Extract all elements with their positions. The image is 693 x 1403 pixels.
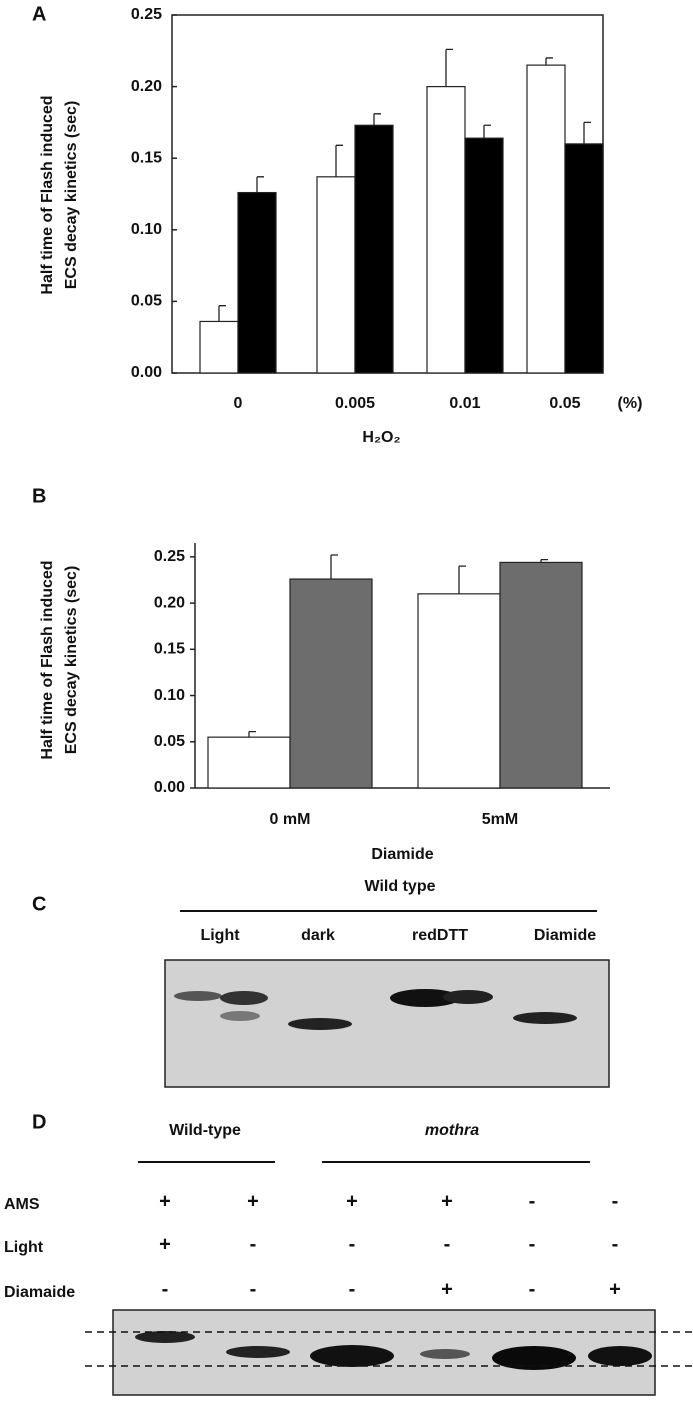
row-label: AMS [4, 1196, 40, 1213]
y-tick-label: 0.05 [154, 733, 185, 750]
bar [417, 593, 501, 789]
bar [354, 124, 394, 374]
lane-label: dark [301, 927, 335, 944]
x-tick-label: 0.05 [549, 395, 580, 412]
condition-mark: + [441, 1278, 453, 1300]
y-axis-label: Half time of Flash induced [39, 560, 56, 759]
error-bar [373, 113, 381, 126]
y-tick-label: 0.15 [131, 149, 162, 166]
bar [426, 85, 466, 374]
condition-mark: - [349, 1233, 356, 1255]
x-tick-label: 0 mM [270, 811, 311, 828]
y-tick-label: 0.20 [131, 78, 162, 95]
x-tick-label: 0.01 [449, 395, 480, 412]
group-label: Wild-type [169, 1122, 241, 1139]
panel-letter: D [32, 1111, 46, 1133]
x-axis-label: H₂O₂ [362, 429, 400, 446]
bar [464, 137, 504, 374]
x-axis-label: Diamide [371, 846, 433, 863]
y-tick-label: 0.00 [154, 779, 185, 796]
y-tick-label: 0.10 [154, 687, 185, 704]
condition-mark: - [349, 1278, 356, 1300]
condition-mark: - [250, 1233, 257, 1255]
error-bar [330, 554, 338, 580]
error-bar [445, 48, 453, 87]
error-bar [583, 121, 591, 144]
panel-letter: B [32, 485, 46, 507]
error-bar [458, 565, 466, 594]
condition-mark: - [250, 1278, 257, 1300]
y-tick-label: 0.20 [154, 594, 185, 611]
y-tick-label: 0.25 [131, 6, 162, 23]
y-axis-label: ECS decay kinetics (sec) [63, 566, 80, 755]
condition-mark: - [529, 1190, 536, 1212]
condition-mark: - [529, 1278, 536, 1300]
group-label: Wild type [365, 878, 436, 895]
lane-label: Light [200, 927, 240, 944]
bar [289, 578, 373, 789]
condition-mark: + [159, 1233, 171, 1255]
error-bar [218, 305, 226, 322]
group-label: mothra [425, 1122, 479, 1139]
bar [316, 176, 356, 374]
bar [564, 143, 604, 374]
error-bar [483, 124, 491, 139]
blot [164, 959, 610, 1088]
bar [199, 320, 239, 374]
blot [85, 1309, 693, 1396]
y-tick-label: 0.05 [131, 293, 162, 310]
condition-mark: + [441, 1190, 453, 1212]
row-label: Diamaide [4, 1284, 75, 1301]
lane-label: redDTT [412, 927, 468, 944]
bar [526, 64, 566, 374]
row-label: Light [4, 1239, 44, 1256]
bar [499, 561, 583, 789]
condition-mark: - [162, 1278, 169, 1300]
lane-label: Diamide [534, 927, 596, 944]
y-axis-label: Half time of Flash induced [39, 95, 56, 294]
condition-mark: + [247, 1190, 259, 1212]
y-tick-label: 0.00 [131, 364, 162, 381]
x-tick-label: 5mM [482, 811, 518, 828]
panel-letter: A [32, 3, 46, 25]
panel-letter: C [32, 893, 46, 915]
x-tick-label: 0.005 [335, 395, 375, 412]
bar [207, 736, 291, 789]
error-bar [335, 144, 343, 177]
y-tick-label: 0.25 [154, 548, 185, 565]
condition-mark: - [444, 1233, 451, 1255]
condition-mark: + [609, 1278, 621, 1300]
error-bar [248, 730, 256, 738]
condition-mark: - [612, 1190, 619, 1212]
condition-mark: + [159, 1190, 171, 1212]
condition-mark: - [612, 1233, 619, 1255]
error-bar [545, 57, 553, 66]
error-bar [256, 176, 264, 193]
error-bar [540, 558, 548, 563]
bar [237, 191, 277, 374]
y-axis-label: ECS decay kinetics (sec) [63, 101, 80, 290]
condition-mark: + [346, 1190, 358, 1212]
x-tick-label: 0 [234, 395, 243, 412]
y-tick-label: 0.15 [154, 641, 185, 658]
condition-mark: - [529, 1233, 536, 1255]
y-tick-label: 0.10 [131, 221, 162, 238]
x-unit-label: (%) [618, 395, 643, 412]
